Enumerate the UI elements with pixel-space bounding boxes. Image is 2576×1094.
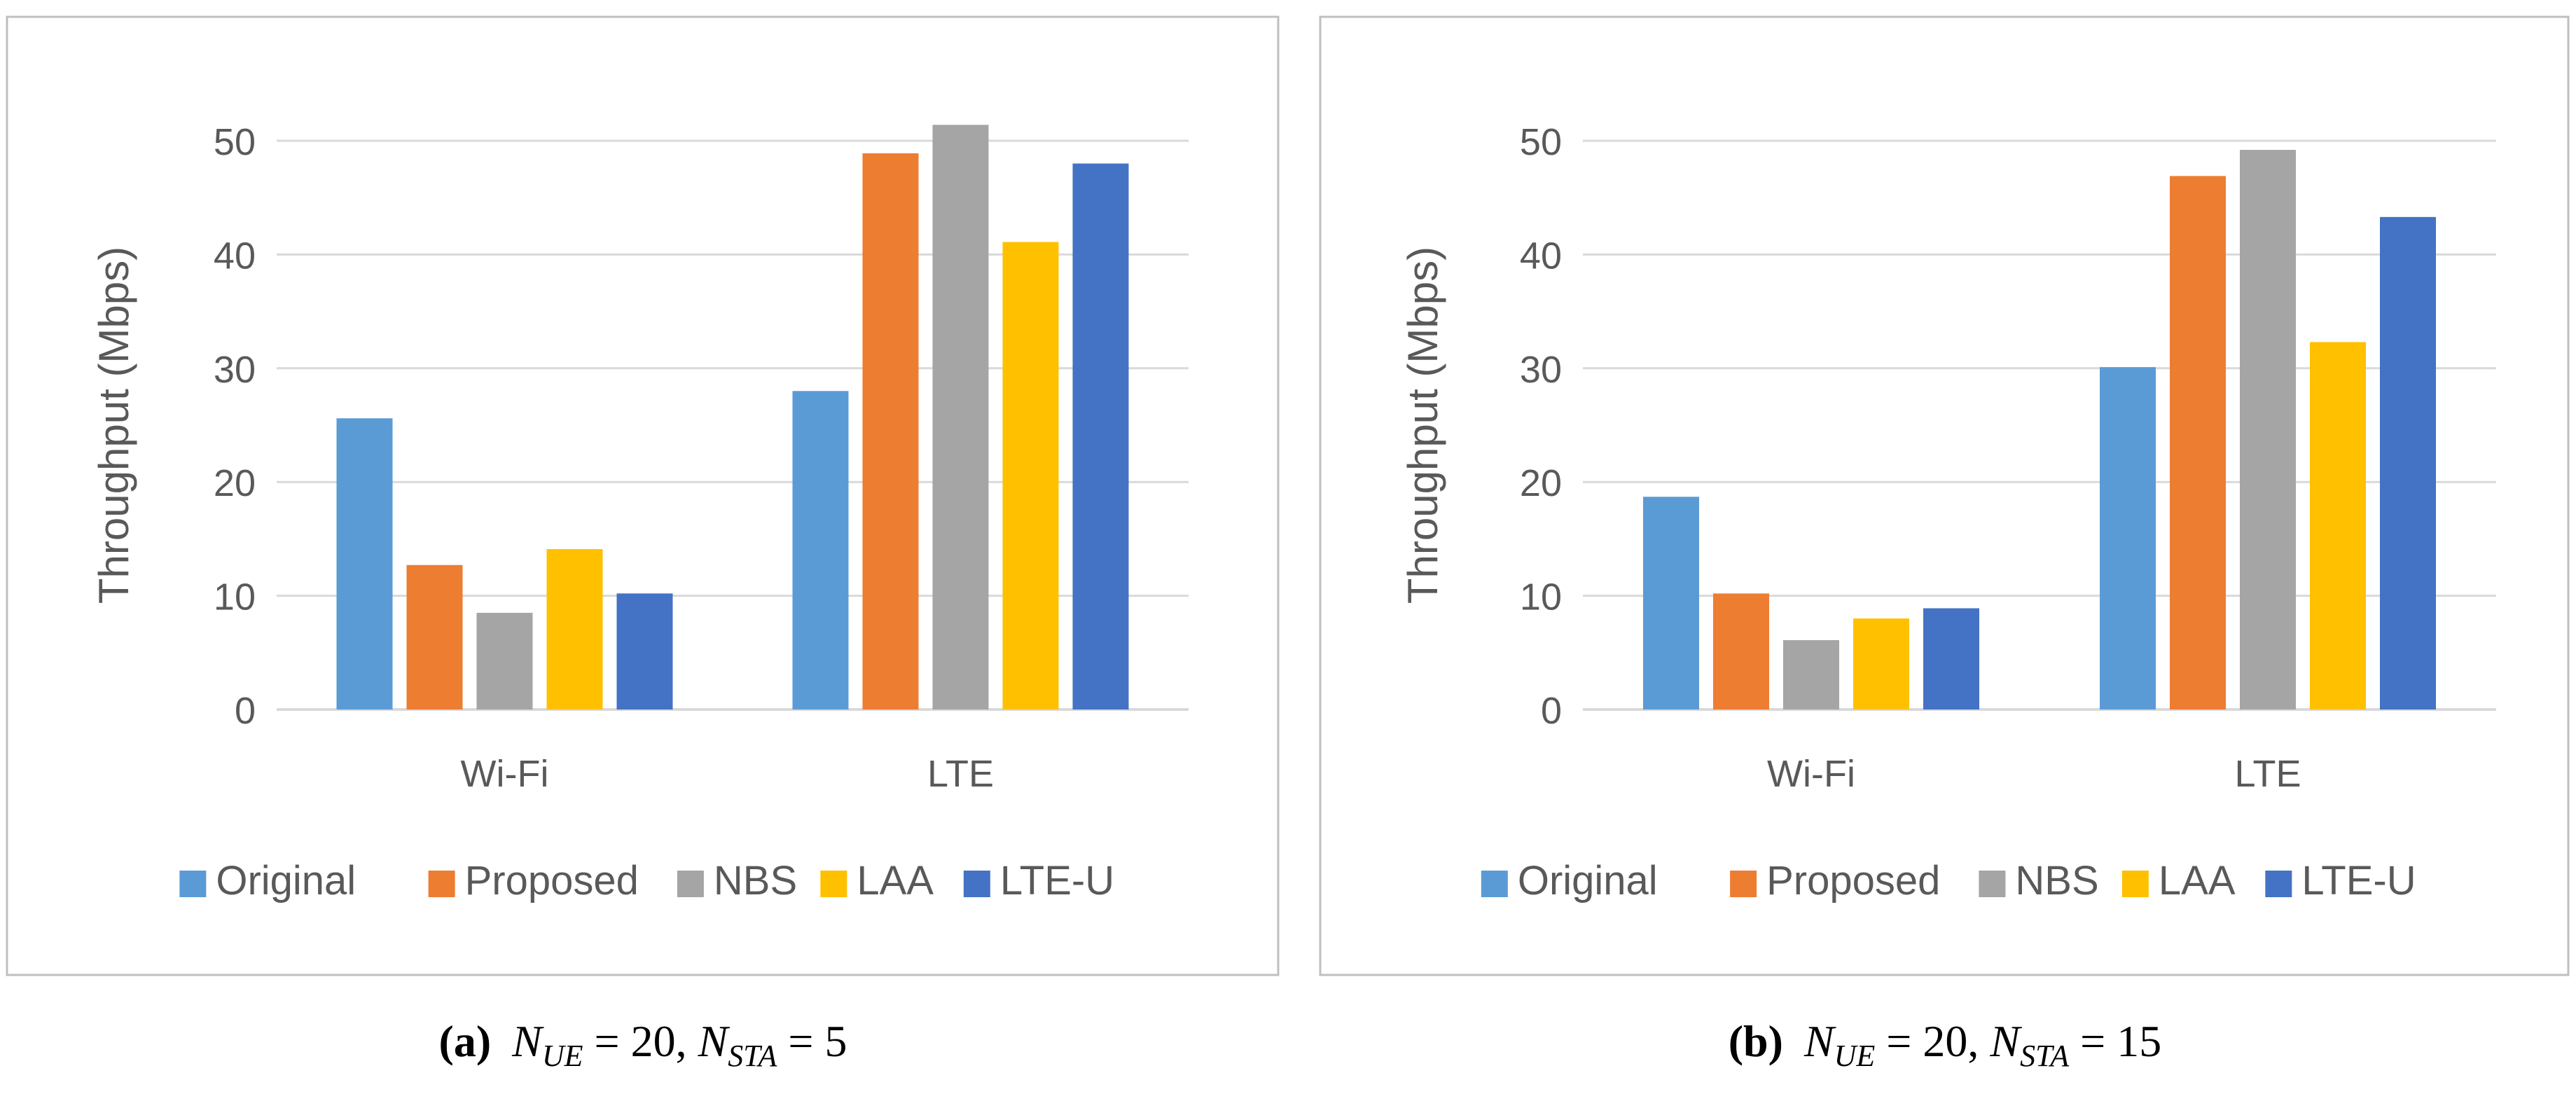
bar-lte-u [1923, 608, 1979, 709]
bar-lte-u [2380, 216, 2436, 710]
bar-proposed [2170, 176, 2226, 709]
legend-label: Proposed [465, 858, 639, 903]
caption-subscript: STA [2020, 1039, 2070, 1073]
bar-proposed [1713, 593, 1769, 709]
bar-laa [546, 549, 603, 709]
y-tick-label: 30 [214, 349, 256, 391]
x-category-label: LTE [927, 753, 994, 795]
y-tick-label: 50 [1520, 121, 1562, 163]
caption-subscript: STA [728, 1039, 777, 1073]
bar-original [2100, 367, 2156, 709]
caption-formula: N [698, 1016, 730, 1066]
caption-formula: N [1803, 1016, 1836, 1066]
bar-laa [1002, 242, 1059, 709]
chart-b: 0 10 20 30 40 50 Throughput (Mbps) Wi-Fi LTE Orig… [1319, 15, 2570, 1073]
caption-subscript: UE [542, 1039, 583, 1073]
y-tick-label: 0 [1541, 690, 1562, 732]
caption-formula: N [1989, 1016, 2022, 1066]
legend-label: LAA [2159, 858, 2236, 903]
figure-caption: (a) NUE = 20, NSTA = 5 [439, 1016, 847, 1073]
caption-label: (b) [1729, 1016, 1783, 1066]
bar-lte-u [616, 593, 673, 709]
y-tick-label: 50 [214, 121, 256, 163]
bar-nbs [2240, 149, 2296, 709]
caption-formula: = 20, [583, 1016, 698, 1066]
bar-proposed [406, 565, 463, 709]
caption-formula: = 5 [777, 1016, 847, 1066]
legend-label: Original [216, 858, 356, 903]
x-category-label: Wi-Fi [1767, 753, 1855, 795]
legend-swatch [179, 871, 207, 897]
bar-laa [1853, 618, 1909, 709]
legend-swatch [1979, 871, 2006, 897]
legend-label: Proposed [1766, 858, 1940, 903]
caption-label: (a) [439, 1016, 492, 1066]
y-tick-label: 40 [214, 235, 256, 277]
y-axis-label: Throughput (Mbps) [1399, 247, 1446, 604]
legend-label: LTE-U [1000, 858, 1114, 903]
bar-proposed [862, 153, 919, 709]
legend-swatch [428, 871, 455, 897]
y-tick-label: 30 [1520, 349, 1562, 391]
y-tick-label: 40 [1520, 235, 1562, 277]
y-tick-label: 0 [235, 690, 256, 732]
legend-label: LTE-U [2301, 858, 2416, 903]
bar-lte-u [1072, 163, 1129, 710]
y-tick-label: 10 [214, 576, 256, 618]
legend-label: LAA [857, 858, 934, 903]
bar-original [336, 418, 393, 709]
legend-swatch [1730, 871, 1757, 897]
legend-label: Original [1518, 858, 1658, 903]
figure-caption: (b) NUE = 20, NSTA = 15 [1729, 1016, 2162, 1073]
x-category-label: Wi-Fi [461, 753, 549, 795]
bar-original [1643, 497, 1699, 709]
bar-nbs [476, 612, 533, 709]
caption-subscript: UE [1834, 1039, 1876, 1073]
bar-laa [2310, 342, 2366, 709]
chart-a: 0 10 20 30 40 50 Throughput (Mbps) Wi-Fi LTE Orig… [6, 15, 1280, 1073]
bar-original [792, 391, 849, 709]
chart-frame [6, 15, 1280, 976]
x-category-label: LTE [2234, 753, 2301, 795]
legend-swatch [2121, 871, 2149, 897]
caption-formula: = 20, [1875, 1016, 1990, 1066]
legend-swatch [2265, 871, 2292, 897]
legend-label: NBS [714, 858, 797, 903]
caption-formula: N [511, 1016, 544, 1066]
y-axis-label: Throughput (Mbps) [90, 247, 137, 604]
bar-nbs [1783, 639, 1839, 709]
y-tick-label: 20 [1520, 462, 1562, 504]
legend-swatch [677, 871, 704, 897]
bar-nbs [932, 125, 989, 709]
caption-formula: = 15 [2069, 1016, 2161, 1066]
legend-swatch [963, 871, 990, 897]
y-tick-label: 10 [1520, 576, 1562, 618]
legend-swatch [820, 871, 847, 897]
legend-label: NBS [2015, 858, 2098, 903]
y-tick-label: 20 [214, 462, 256, 504]
legend-swatch [1481, 871, 1508, 897]
